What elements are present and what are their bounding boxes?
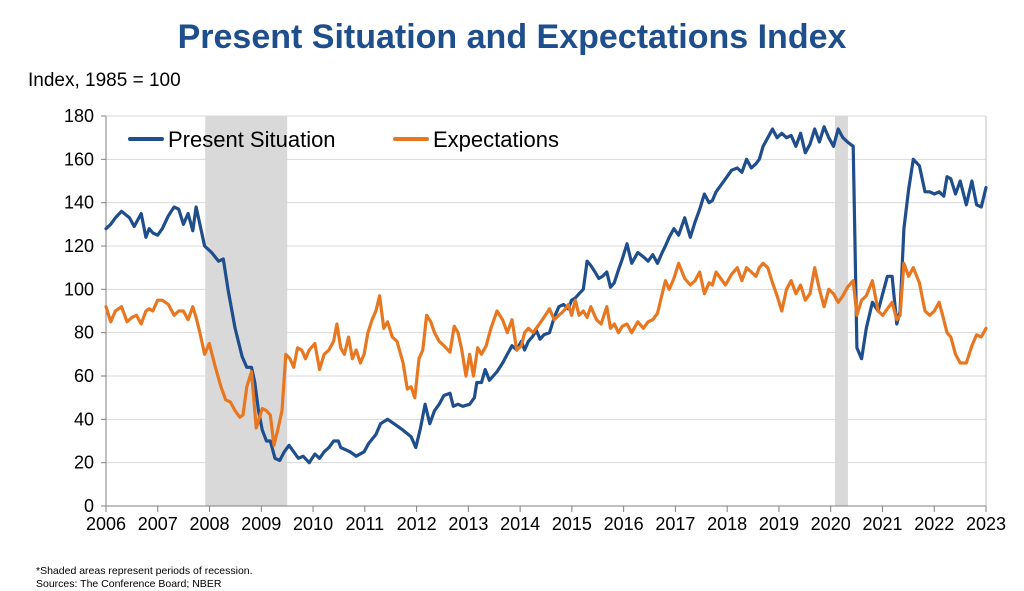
x-tick-label: 2023 <box>966 514 1006 534</box>
x-tick-label: 2008 <box>190 514 230 534</box>
legend: Present Situation Expectations <box>128 127 559 152</box>
legend-expectations-label: Expectations <box>433 127 559 152</box>
x-tick-label: 2007 <box>138 514 178 534</box>
x-tick-label: 2009 <box>241 514 281 534</box>
axes: 0 20 40 60 80 100 120 140 160 180 2006 2007 2008 2009… <box>64 106 1006 534</box>
x-tick-label: 2010 <box>293 514 333 534</box>
present-situation-line <box>104 125 988 465</box>
x-tick-label: 2020 <box>811 514 851 534</box>
x-tick-label: 2006 <box>86 514 126 534</box>
x-tick-label: 2011 <box>345 514 384 534</box>
y-axis-label: Index, 1985 = 100 <box>28 70 181 91</box>
chart-title: Present Situation and Expectations Index <box>177 18 847 56</box>
expectations-line <box>104 261 988 447</box>
recession-shading <box>205 116 848 506</box>
y-tick-label: 60 <box>74 366 94 386</box>
x-tick-label: 2013 <box>448 514 488 534</box>
x-tick-label: 2019 <box>759 514 799 534</box>
x-tick-label: 2021 <box>862 514 902 534</box>
sources-note: Sources: The Conference Board; NBER <box>36 578 222 590</box>
x-tick-label: 2012 <box>397 514 437 534</box>
y-tick-label: 0 <box>84 496 94 516</box>
y-tick-label: 80 <box>74 323 94 343</box>
y-tick-label: 100 <box>64 279 94 299</box>
y-tick-label: 160 <box>64 149 94 169</box>
x-tick-label: 2018 <box>707 514 747 534</box>
series-lines <box>104 125 988 465</box>
recession-band <box>835 116 848 506</box>
y-tick-label: 20 <box>74 453 94 473</box>
legend-present-situation-label: Present Situation <box>168 127 336 152</box>
y-tick-label: 180 <box>64 106 94 126</box>
x-tick-label: 2022 <box>914 514 954 534</box>
y-tick-label: 120 <box>64 236 94 256</box>
x-tick-label: 2017 <box>655 514 695 534</box>
x-tick-label: 2014 <box>500 514 540 534</box>
y-tick-label: 40 <box>74 409 94 429</box>
footnote: *Shaded areas represent periods of reces… <box>36 565 253 577</box>
y-tick-label: 140 <box>64 193 94 213</box>
x-tick-label: 2016 <box>604 514 644 534</box>
x-tick-label: 2015 <box>552 514 592 534</box>
recession-band <box>205 116 288 506</box>
